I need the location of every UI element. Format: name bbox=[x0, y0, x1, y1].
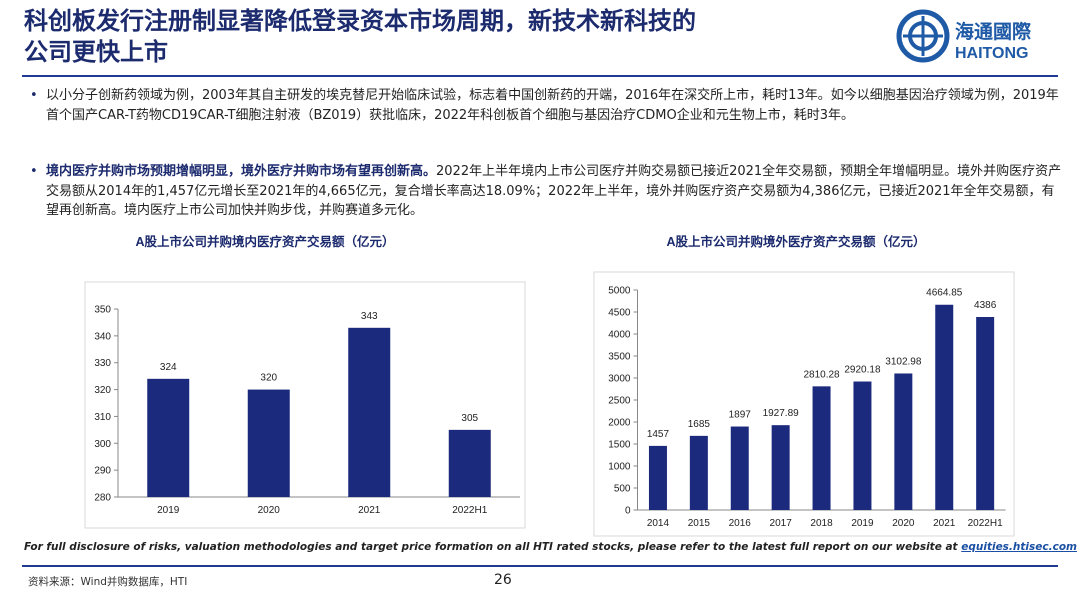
chart-frame bbox=[593, 271, 1015, 537]
chart-frame bbox=[84, 281, 526, 529]
bar bbox=[730, 426, 749, 510]
x-tick-label: 2019 bbox=[851, 518, 874, 529]
y-tick-label: 1000 bbox=[608, 462, 631, 473]
disclaimer: For full disclosure of risks, valuation … bbox=[24, 541, 1077, 553]
x-tick-label: 2020 bbox=[892, 518, 915, 529]
x-tick-label: 2018 bbox=[810, 518, 833, 529]
header-rule bbox=[22, 75, 1058, 77]
y-tick-label: 320 bbox=[94, 385, 111, 396]
x-tick-label: 2021 bbox=[933, 518, 956, 529]
footer-rule bbox=[22, 565, 1058, 567]
x-tick-label: 2016 bbox=[729, 518, 752, 529]
title-line: 科创板发行注册制显著降低登录资本市场周期，新技术新科技的 bbox=[24, 7, 696, 35]
y-tick-label: 310 bbox=[94, 412, 111, 423]
value-label: 1685 bbox=[688, 419, 711, 430]
website-link[interactable]: equities.htisec.com bbox=[961, 541, 1077, 553]
bar bbox=[771, 425, 790, 510]
y-tick-label: 5000 bbox=[608, 286, 631, 297]
y-tick-label: 300 bbox=[94, 439, 111, 450]
y-tick-label: 0 bbox=[625, 506, 631, 517]
slide-title: 科创板发行注册制显著降低登录资本市场周期，新技术新科技的 公司更快上市 bbox=[24, 6, 696, 68]
x-tick-label: 2014 bbox=[647, 518, 670, 529]
value-label: 1457 bbox=[647, 429, 670, 440]
x-tick-label: 2015 bbox=[688, 518, 711, 529]
y-tick-label: 280 bbox=[94, 493, 111, 504]
bar bbox=[935, 304, 954, 510]
bar bbox=[976, 317, 995, 510]
bar bbox=[247, 389, 290, 497]
y-tick-label: 350 bbox=[94, 305, 111, 316]
bar bbox=[853, 381, 872, 510]
value-label: 305 bbox=[461, 413, 478, 424]
bar bbox=[448, 429, 491, 497]
bar bbox=[648, 445, 667, 510]
charts: A股上市公司并购境内医疗资产交易额（亿元） 280 290 300 310 320 330 3… bbox=[84, 234, 1015, 537]
y-tick-label: 290 bbox=[94, 466, 111, 477]
y-tick-label: 2500 bbox=[608, 396, 631, 407]
value-label: 324 bbox=[160, 362, 177, 373]
bullet-text: 2022年上半年境内上市公司医疗并购交易额已接近2021全年交易额，预期全年增幅… bbox=[46, 164, 1062, 218]
disclaimer-text: For full disclosure of risks, valuation … bbox=[24, 541, 962, 553]
logo-cn: 海通國際 bbox=[955, 20, 1032, 43]
y-tick-label: 500 bbox=[614, 484, 631, 495]
bar bbox=[894, 373, 913, 510]
value-label: 1897 bbox=[729, 410, 752, 421]
source: 资料来源：Wind并购数据库，HTI bbox=[28, 576, 188, 588]
value-label: 4386 bbox=[974, 300, 997, 311]
x-tick-label: 2019 bbox=[157, 505, 180, 516]
value-label: 1927.89 bbox=[763, 408, 800, 419]
x-tick-label: 2022H1 bbox=[968, 518, 1003, 529]
bullet-text: 以小分子创新药领域为例，2003年其自主研发的埃克替尼开始临床试验，标志着中国创… bbox=[46, 88, 1059, 123]
x-tick-label: 2021 bbox=[358, 505, 381, 516]
y-tick-label: 2000 bbox=[608, 418, 631, 429]
bar bbox=[147, 378, 190, 497]
bar bbox=[689, 435, 708, 510]
value-label: 343 bbox=[361, 311, 378, 322]
y-tick-label: 3500 bbox=[608, 352, 631, 363]
value-label: 2810.28 bbox=[803, 369, 840, 380]
x-tick-label: 2020 bbox=[258, 505, 281, 516]
bar bbox=[348, 327, 391, 497]
x-tick-label: 2022H1 bbox=[452, 505, 487, 516]
bullet: • 以小分子创新药领域为例，2003年其自主研发的埃克替尼开始临床试验，标志着中国… bbox=[30, 88, 1059, 123]
chart-title: A股上市公司并购境内医疗资产交易额（亿元） bbox=[135, 234, 394, 249]
value-label: 320 bbox=[260, 373, 277, 384]
chart-title: A股上市公司并购境外医疗资产交易额（亿元） bbox=[666, 234, 925, 249]
y-tick-label: 3000 bbox=[608, 374, 631, 385]
y-tick-label: 340 bbox=[94, 331, 111, 342]
value-label: 3102.98 bbox=[885, 356, 922, 367]
y-tick-label: 1500 bbox=[608, 440, 631, 451]
logo-en: HAITONG bbox=[955, 45, 1028, 62]
page-number: 26 bbox=[494, 572, 512, 588]
bar bbox=[812, 386, 831, 510]
x-tick-label: 2017 bbox=[770, 518, 793, 529]
value-label: 4664.85 bbox=[926, 288, 963, 299]
title-line: 公司更快上市 bbox=[24, 38, 168, 66]
bullet-bold: 境内医疗并购市场预期增幅明显，境外医疗并购市场有望再创新高。 bbox=[46, 164, 437, 179]
value-label: 2920.18 bbox=[844, 365, 881, 376]
bullet: • 境内医疗并购市场预期增幅明显，境外医疗并购市场有望再创新高。2022年上半年境… bbox=[30, 164, 1062, 218]
y-tick-label: 330 bbox=[94, 358, 111, 369]
logo: 海通國際 HAITONG bbox=[896, 9, 1032, 63]
y-tick-label: 4500 bbox=[608, 308, 631, 319]
y-tick-label: 4000 bbox=[608, 330, 631, 341]
